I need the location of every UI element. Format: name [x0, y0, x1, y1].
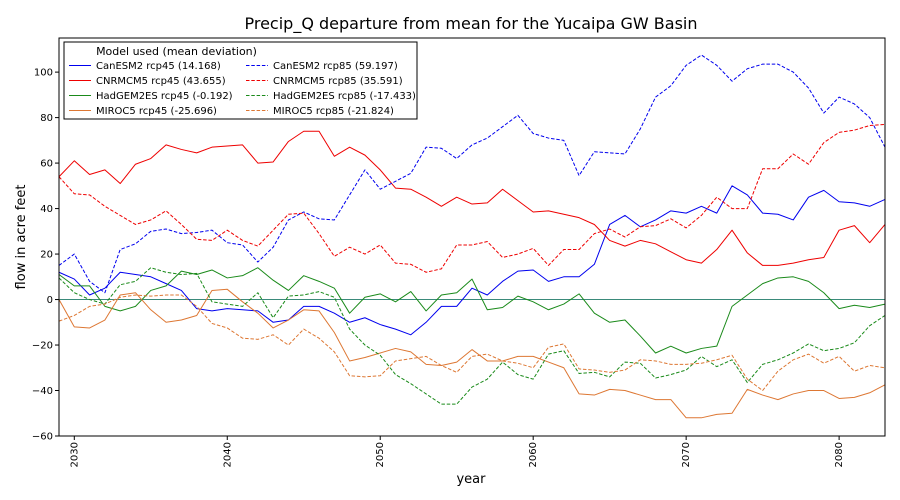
- legend-box: [63, 41, 418, 120]
- y-tick-label: 40: [40, 204, 53, 215]
- series-line-7: [58, 267, 886, 405]
- legend-label-3: HadGEM2ES rcp45 (-0.192): [96, 91, 233, 102]
- chart-title: Precip_Q departure from mean for the Yuc…: [244, 14, 697, 34]
- y-tick-label: −60: [32, 432, 53, 443]
- x-tick-label: 2070: [681, 442, 692, 467]
- series-line-6: [58, 123, 886, 273]
- legend-title: Model used (mean deviation): [96, 45, 257, 58]
- x-tick-label: 2060: [528, 442, 539, 467]
- legend-label-4: MIROC5 rcp45 (-25.696): [96, 106, 217, 117]
- x-tick-label: 2050: [375, 442, 386, 467]
- x-tick-label: 2040: [222, 442, 233, 467]
- series-line-4: [58, 288, 886, 419]
- y-tick-label: 20: [40, 250, 53, 261]
- legend-label-8: MIROC5 rcp85 (-21.824): [273, 106, 394, 117]
- plot-frame: [58, 37, 886, 437]
- series-line-5: [58, 54, 886, 294]
- legend-label-7: HadGEM2ES rcp85 (-17.433): [273, 91, 416, 102]
- plot-area: 2030 2040 2050 2060 2070 2080−60−40−200204060…: [32, 37, 886, 467]
- legend-label-2: CNRMCM5 rcp45 (43.655): [96, 76, 226, 87]
- y-tick-label: 60: [40, 159, 53, 170]
- y-tick-label: 100: [34, 68, 53, 79]
- legend: Model used (mean deviation) CanESM2 rcp45…: [63, 41, 418, 120]
- y-tick-label: −40: [32, 386, 53, 397]
- legend-label-5: CanESM2 rcp85 (59.197): [273, 61, 398, 72]
- series-line-2: [58, 130, 886, 266]
- y-tick-label: 80: [40, 113, 53, 124]
- x-tick-label: 2030: [69, 442, 80, 467]
- legend-label-1: CanESM2 rcp45 (14.168): [96, 61, 221, 72]
- y-tick-label: 0: [47, 295, 53, 306]
- y-tick-label: −20: [32, 341, 53, 352]
- series-line-3: [58, 267, 886, 354]
- x-axis-label: year: [456, 472, 486, 487]
- legend-label-6: CNRMCM5 rcp85 (35.591): [273, 76, 403, 87]
- y-axis-label: flow in acre feet: [14, 185, 29, 290]
- series-line-1: [58, 185, 886, 336]
- series-line-8: [58, 294, 886, 392]
- x-tick-label: 2080: [834, 442, 845, 467]
